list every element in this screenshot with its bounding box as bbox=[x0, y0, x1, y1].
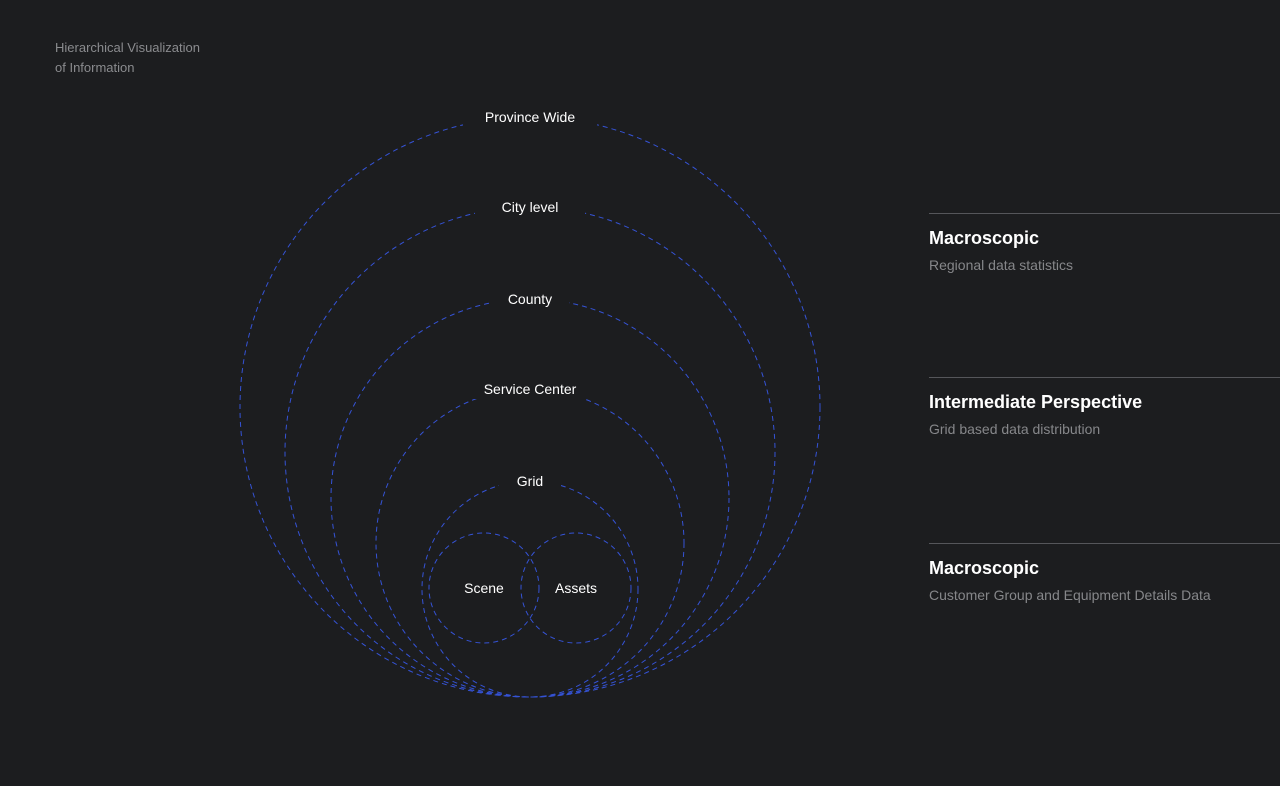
section-description: Customer Group and Equipment Details Dat… bbox=[929, 587, 1211, 603]
page-title: Hierarchical Visualization of Informatio… bbox=[55, 38, 200, 78]
section-intermediate: Intermediate Perspective Grid based data… bbox=[929, 377, 1280, 438]
title-line-2: of Information bbox=[55, 60, 135, 75]
circle-label: County bbox=[508, 291, 552, 307]
title-line-1: Hierarchical Visualization bbox=[55, 40, 200, 55]
label-gap bbox=[499, 471, 561, 491]
circle-service-center bbox=[375, 388, 685, 698]
circle-scene bbox=[428, 532, 540, 644]
circle-county bbox=[330, 298, 730, 698]
section-heading: Macroscopic bbox=[929, 558, 1040, 578]
circle-grid bbox=[421, 480, 639, 698]
section-macroscopic: Macroscopic Regional data statistics bbox=[929, 213, 1280, 274]
circle-label: City level bbox=[502, 199, 559, 215]
circle-label: Scene bbox=[464, 580, 504, 596]
circle-label: Service Center bbox=[484, 381, 577, 397]
label-gap bbox=[475, 197, 585, 217]
section-heading: Intermediate Perspective bbox=[929, 392, 1143, 412]
section-description: Grid based data distribution bbox=[929, 421, 1101, 437]
circle-province-wide bbox=[239, 116, 821, 698]
section-heading: Macroscopic bbox=[929, 228, 1040, 248]
circle-label: Province Wide bbox=[485, 109, 575, 125]
label-gap bbox=[491, 289, 569, 309]
circle-city-level bbox=[284, 206, 776, 698]
label-gap bbox=[463, 107, 597, 127]
circle-label: Assets bbox=[555, 580, 597, 596]
section-micro: Macroscopic Customer Group and Equipment… bbox=[929, 543, 1280, 604]
circle-assets bbox=[520, 532, 632, 644]
section-description: Regional data statistics bbox=[929, 257, 1073, 273]
circle-label: Grid bbox=[517, 473, 543, 489]
label-gap bbox=[459, 379, 601, 399]
